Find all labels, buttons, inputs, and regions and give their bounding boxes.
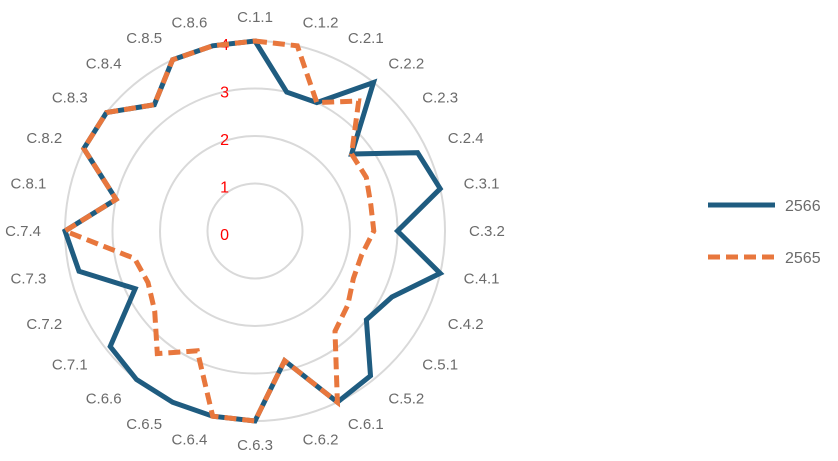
category-label: C.7.2 xyxy=(26,316,62,333)
category-label: C.2.2 xyxy=(388,56,424,73)
category-label: C.1.1 xyxy=(237,9,273,26)
category-label: C.7.4 xyxy=(5,223,41,240)
category-label: C.2.1 xyxy=(348,30,384,47)
category-labels: C.1.1 C.1.2 C.2.1C.2.2 C.2.3 C.2.4 C.3.1 C.3.2… xyxy=(5,9,505,454)
category-label: C.6.1 xyxy=(348,416,384,433)
category-label: C.1.2 xyxy=(303,14,339,31)
category-label: C.6.3 xyxy=(237,437,273,454)
category-label: C.4.1 xyxy=(464,271,500,288)
category-label: C.8.4 xyxy=(86,56,122,73)
category-label: C.7.1 xyxy=(52,356,88,373)
category-label: C.6.4 xyxy=(172,432,208,449)
legend-label-2565: 2565 xyxy=(785,250,821,267)
series-line-2565 xyxy=(59,38,377,424)
category-label: C.8.6 xyxy=(172,14,208,31)
tick-label: 0 xyxy=(220,227,229,244)
category-label: C.5.2 xyxy=(388,390,424,407)
category-label: C.4.2 xyxy=(448,316,484,333)
category-label: C.8.5 xyxy=(126,30,162,47)
category-label: C.8.1 xyxy=(11,175,47,192)
tick-label: 1 xyxy=(220,180,229,197)
series-lines xyxy=(59,38,445,424)
category-label: C.3.2 xyxy=(469,223,505,240)
category-label: C.2.3 xyxy=(422,90,458,107)
category-label: C.8.3 xyxy=(52,90,88,107)
legend-label-2566: 2566 xyxy=(785,198,821,215)
category-label: C.2.4 xyxy=(448,130,484,147)
tick-label: 2 xyxy=(220,132,229,149)
tick-label: 3 xyxy=(220,85,229,102)
grid-ring xyxy=(206,182,304,280)
category-label: C.6.2 xyxy=(303,432,339,449)
category-label: C.3.1 xyxy=(464,175,500,192)
grid-ring xyxy=(159,135,351,327)
category-label: C.8.2 xyxy=(26,130,62,147)
category-label: C.6.6 xyxy=(86,390,122,407)
category-label: C.6.5 xyxy=(126,416,162,433)
category-label: C.7.3 xyxy=(11,271,47,288)
category-label: C.5.1 xyxy=(422,356,458,373)
legend: 2566 2565 xyxy=(708,198,821,267)
series-line-2566 xyxy=(61,38,445,424)
